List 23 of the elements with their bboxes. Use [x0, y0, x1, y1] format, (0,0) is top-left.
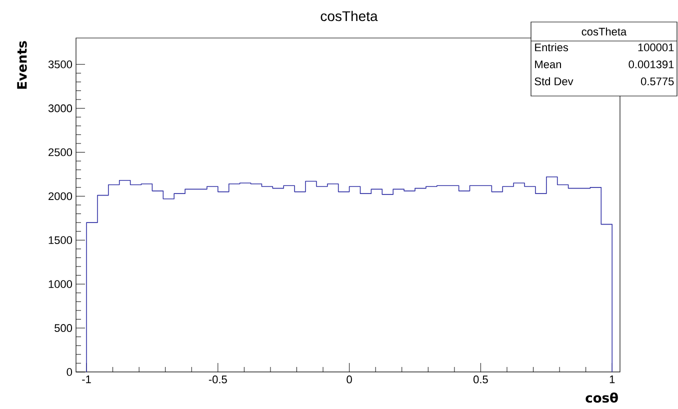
y-tick-label: 3500 [48, 60, 72, 68]
y-tick-label: 2500 [48, 148, 72, 156]
y-tick-label: 500 [54, 324, 72, 332]
text: 0.001391 [628, 60, 674, 68]
annotation: Entries [535, 43, 568, 52]
annotation: Std Dev [534, 77, 574, 86]
text: 0.5775 [640, 77, 674, 86]
y-tick-label: 0 [66, 368, 72, 376]
x-tick-label: 1 [610, 376, 615, 384]
y-tick-label: 2000 [48, 192, 72, 200]
x-tick-label: -1 [82, 376, 91, 384]
x-tick-label: -0.5 [208, 376, 227, 384]
y-tick-label: 3000 [48, 104, 72, 112]
chart-title: cosTheta [320, 10, 378, 22]
x-axis-title: cosθ [586, 392, 618, 403]
x-tick-label: 0.5 [473, 376, 488, 384]
y-tick-label: 1000 [48, 280, 72, 288]
y-tick-label: 1500 [48, 236, 72, 244]
x-tick-label: 0 [346, 376, 352, 384]
text: 100001 [638, 43, 674, 52]
y-axis-title: Events [17, 41, 27, 89]
annotation: Mean [535, 60, 561, 68]
text: cosTheta [582, 27, 627, 36]
